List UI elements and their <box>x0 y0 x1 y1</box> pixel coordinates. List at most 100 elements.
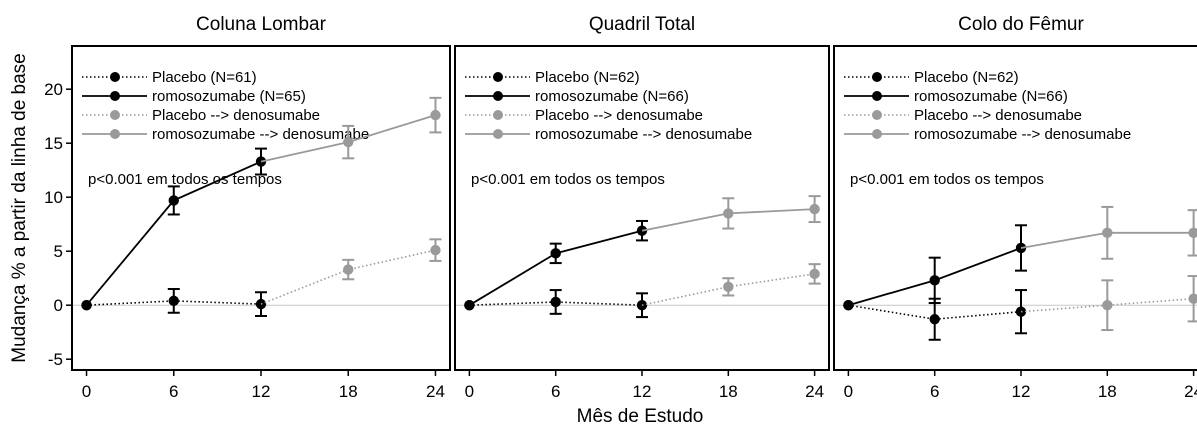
y-tick-label: -5 <box>48 350 63 369</box>
legend-label: Placebo --> denosumabe <box>152 107 320 124</box>
p-value-annotation: p<0.001 em todos os tempos <box>471 171 665 188</box>
panel-title: Quadril Total <box>589 14 695 35</box>
legend-label: romosozumabe --> denosumabe <box>535 126 752 143</box>
legend-marker <box>872 129 882 139</box>
legend-marker <box>110 129 120 139</box>
panel-title: Coluna Lombar <box>196 14 327 35</box>
data-point <box>1102 300 1113 311</box>
series-line <box>848 304 1022 321</box>
data-point <box>430 244 441 256</box>
data-point <box>168 195 179 206</box>
panel-3: Colo do Fêmur 0 6 12 18 24 Placebo (N=62) romos… <box>833 14 1197 401</box>
data-point <box>809 203 820 215</box>
legend-marker <box>493 110 503 120</box>
p-value-annotation: p<0.001 em todos os tempos <box>88 171 282 188</box>
data-point <box>255 298 267 310</box>
data-point <box>343 136 354 148</box>
x-tick-label: 24 <box>1184 382 1197 401</box>
legend-label: Placebo (N=62) <box>535 69 640 86</box>
series-4 <box>260 96 442 163</box>
x-tick-label: 6 <box>930 382 939 401</box>
legend-marker <box>493 91 503 101</box>
x-tick-label: 18 <box>1098 382 1117 401</box>
x-tick-label: 18 <box>339 382 358 401</box>
legend-marker <box>110 110 120 120</box>
series-4 <box>641 195 821 232</box>
legend-item: Placebo (N=62) <box>465 69 640 86</box>
data-point <box>430 109 441 121</box>
legend-label: Placebo (N=61) <box>152 69 257 86</box>
series-3 <box>260 238 442 305</box>
series-line <box>1020 297 1194 313</box>
data-point <box>1188 227 1197 239</box>
legend-label: Placebo --> denosumabe <box>914 107 1082 124</box>
legend-marker <box>493 129 503 139</box>
legend-item: Placebo (N=61) <box>82 69 257 86</box>
p-value-annotation: p<0.001 em todos os tempos <box>850 171 1044 188</box>
data-point <box>464 300 475 311</box>
data-point <box>343 264 354 275</box>
y-tick-label: 10 <box>44 188 63 207</box>
legend-item: romosozumabe (N=65) <box>82 88 306 105</box>
legend-item: romosozumabe --> denosumabe <box>465 126 752 143</box>
x-axis-title: Mês de Estudo <box>577 406 704 427</box>
data-point <box>809 268 820 280</box>
series-3 <box>1020 275 1197 332</box>
legend-item: Placebo (N=62) <box>844 69 1019 86</box>
data-point <box>929 275 940 286</box>
legend-marker <box>872 91 882 101</box>
x-tick-label: 24 <box>805 382 824 401</box>
legend-label: romosozumabe --> denosumabe <box>914 126 1131 143</box>
legend-item: Placebo --> denosumabe <box>465 107 703 124</box>
legend-marker <box>493 72 503 82</box>
data-point <box>723 281 734 293</box>
series-4 <box>1020 205 1197 260</box>
legend-label: romosozumabe (N=66) <box>914 88 1068 105</box>
series-line <box>86 300 262 306</box>
data-point <box>550 248 561 259</box>
legend-item: Placebo --> denosumabe <box>844 107 1082 124</box>
legend-item: romosozumabe (N=66) <box>844 88 1068 105</box>
data-point <box>929 314 940 325</box>
x-tick-label: 0 <box>82 382 91 401</box>
legend-marker <box>110 91 120 101</box>
x-tick-label: 24 <box>426 382 445 401</box>
legend-marker <box>110 72 120 82</box>
series-1 <box>81 288 267 317</box>
y-tick-label: 5 <box>54 242 63 261</box>
y-tick-label: 0 <box>54 296 63 315</box>
x-tick-label: 12 <box>252 382 271 401</box>
panel-2: Quadril Total 0 6 12 18 24 Placebo (N=62) romos… <box>454 14 830 401</box>
legend-item: Placebo --> denosumabe <box>82 107 320 124</box>
series-3 <box>641 263 821 306</box>
legend-marker <box>872 72 882 82</box>
legend-marker <box>872 110 882 120</box>
x-tick-label: 6 <box>551 382 560 401</box>
series-2 <box>843 224 1027 311</box>
legend-label: romosozumabe --> denosumabe <box>152 126 369 143</box>
y-axis-title: Mudança % a partir da linha de base <box>9 53 30 362</box>
legend-label: Placebo (N=62) <box>914 69 1019 86</box>
panel-1: Coluna Lombar 0 6 12 18 24 -5 0 5 10 15 20 Placebo (… <box>44 14 451 401</box>
legend-label: romosozumabe (N=66) <box>535 88 689 105</box>
x-tick-label: 0 <box>844 382 853 401</box>
data-point <box>168 295 179 307</box>
y-tick-label: 20 <box>44 80 63 99</box>
data-point <box>1188 293 1197 304</box>
y-tick-label: 15 <box>44 134 63 153</box>
data-point <box>550 296 561 308</box>
x-tick-label: 18 <box>719 382 738 401</box>
x-tick-label: 12 <box>1012 382 1031 401</box>
data-point <box>81 300 92 311</box>
legend-item: romosozumabe --> denosumabe <box>82 126 369 143</box>
series-line <box>260 249 436 305</box>
panel-title: Colo do Fêmur <box>958 14 1084 35</box>
data-point <box>1102 227 1113 239</box>
legend-item: romosozumabe (N=66) <box>465 88 689 105</box>
data-point <box>723 208 734 219</box>
series-line <box>469 301 643 306</box>
series-2 <box>81 147 267 311</box>
series-2 <box>464 219 648 311</box>
